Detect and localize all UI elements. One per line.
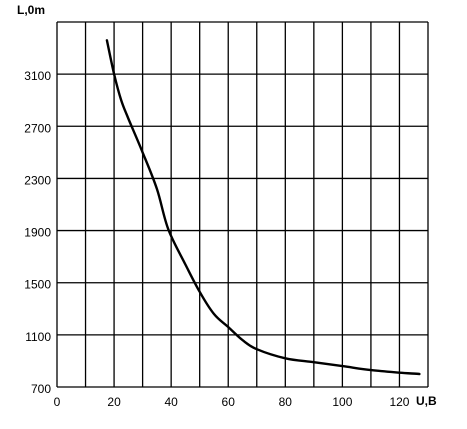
y-tick-label: 1100 (25, 330, 51, 344)
tick-labels: 0 20 40 60 80 100 120 700 1100 1500 1900 2300 2700 31… (24, 69, 409, 409)
grid (56, 21, 429, 388)
y-tick-label: 2700 (24, 121, 51, 135)
x-tick-label: 0 (54, 395, 61, 409)
x-tick-label: 100 (332, 395, 352, 409)
y-tick-label: 1900 (24, 226, 51, 240)
y-tick-label: 3100 (24, 69, 51, 83)
x-axis-label: U,B (416, 394, 437, 408)
x-tick-label: 80 (279, 395, 293, 409)
series-line (105, 39, 421, 376)
x-tick-label: 20 (107, 395, 121, 409)
y-axis-label: L,0m (17, 3, 45, 17)
x-tick-label: 40 (164, 395, 178, 409)
y-tick-label: 700 (31, 382, 51, 396)
y-tick-label: 2300 (24, 173, 51, 187)
y-tick-label: 1500 (24, 278, 51, 292)
x-tick-label: 60 (222, 395, 236, 409)
x-tick-label: 120 (389, 395, 409, 409)
